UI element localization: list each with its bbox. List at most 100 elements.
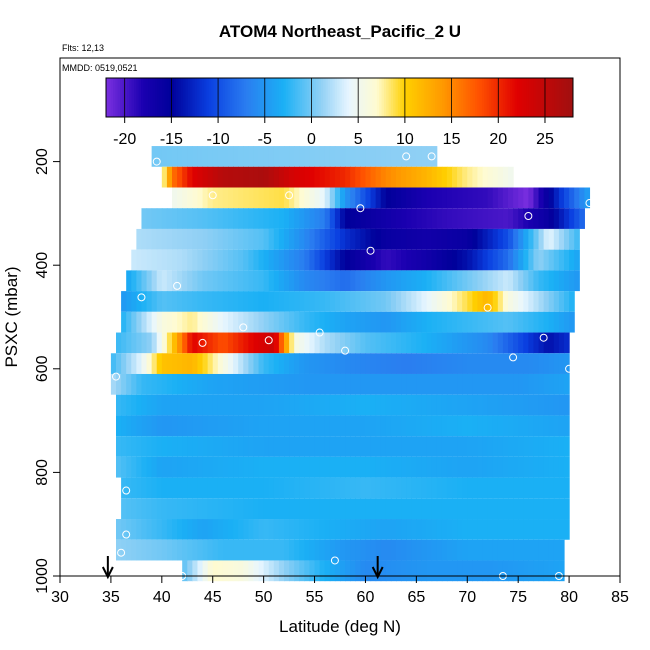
heatmap-cell	[543, 353, 550, 374]
colorbar-swatch	[547, 78, 551, 117]
heatmap-cell	[314, 187, 321, 209]
colorbar-swatch	[117, 78, 121, 117]
heatmap-cell	[477, 560, 484, 582]
heatmap-cells	[110, 146, 591, 582]
heatmap-cell	[299, 166, 305, 188]
heatmap-cell	[421, 436, 428, 457]
colorbar-swatch	[372, 78, 376, 117]
heatmap-cell	[334, 270, 341, 292]
heatmap-cell	[243, 166, 249, 188]
heatmap-cell	[385, 498, 392, 520]
heatmap-cell	[477, 291, 484, 312]
heatmap-cell	[462, 560, 468, 582]
heatmap-cell	[431, 270, 438, 292]
heatmap-cell	[192, 353, 199, 374]
heatmap-cell	[385, 146, 392, 167]
heatmap-cell	[528, 519, 535, 540]
heatmap-cell	[385, 394, 392, 416]
heatmap-cell	[518, 436, 524, 457]
heatmap-cell	[350, 311, 356, 333]
heatmap-cell	[518, 291, 524, 312]
data-marker	[264, 336, 273, 345]
heatmap-cell	[217, 539, 224, 561]
heatmap-cell	[462, 208, 468, 229]
heatmap-cell	[508, 539, 514, 561]
colorbar-swatch	[150, 78, 154, 117]
heatmap-cell	[289, 353, 295, 374]
heatmap-cell	[197, 456, 204, 478]
heatmap-cell	[518, 394, 524, 416]
heatmap-cell	[192, 436, 199, 457]
heatmap-cell	[340, 166, 346, 188]
heatmap-cell	[426, 456, 433, 478]
heatmap-cell	[212, 353, 219, 374]
heatmap-cell	[548, 270, 555, 292]
heatmap-cell	[380, 498, 387, 520]
heatmap-cell	[172, 249, 178, 271]
colorbar-tick-label: -15	[160, 131, 183, 148]
heatmap-cell	[426, 498, 433, 520]
heatmap-cell	[396, 249, 402, 271]
colorbar-swatch	[299, 78, 303, 117]
heatmap-cell	[182, 415, 188, 437]
heatmap-cell	[319, 187, 326, 209]
heatmap-cell	[182, 332, 188, 354]
heatmap-cell	[421, 311, 428, 333]
heatmap-cell	[345, 208, 351, 229]
heatmap-cell	[513, 187, 519, 209]
heatmap-cell	[314, 332, 321, 354]
heatmap-cell	[166, 291, 173, 312]
heatmap-cell	[548, 311, 555, 333]
heatmap-cell	[187, 436, 193, 457]
heatmap-cell	[401, 249, 407, 271]
heatmap-cell	[462, 166, 468, 188]
heatmap-cell	[126, 291, 132, 312]
heatmap-cell	[248, 436, 255, 457]
data-marker	[239, 323, 248, 332]
colorbar-swatch	[129, 78, 133, 117]
colorbar-swatch	[432, 78, 436, 117]
heatmap-cell	[564, 208, 570, 229]
heatmap-cell	[278, 519, 285, 540]
heatmap-cell	[202, 415, 209, 437]
heatmap-cell	[365, 270, 372, 292]
heatmap-cell	[268, 436, 275, 457]
heatmap-cell	[309, 146, 316, 167]
colorbar-swatch	[302, 78, 305, 117]
heatmap-cell	[222, 539, 229, 561]
heatmap-cell	[441, 187, 448, 209]
heatmap-cell	[421, 228, 428, 250]
heatmap-cell	[380, 456, 387, 478]
heatmap-cell	[482, 373, 489, 395]
heatmap-cell	[238, 353, 244, 374]
heatmap-cell	[375, 415, 382, 437]
heatmap-cell	[457, 394, 463, 416]
heatmap-cell	[416, 166, 423, 188]
heatmap-cell	[350, 373, 356, 395]
heatmap-cell	[177, 436, 183, 457]
heatmap-cell	[564, 436, 570, 457]
data-marker	[208, 191, 217, 200]
heatmap-cell	[416, 270, 423, 292]
heatmap-cell	[462, 291, 468, 312]
heatmap-cell	[416, 436, 423, 457]
heatmap-cell	[497, 332, 504, 354]
heatmap-cell	[202, 394, 209, 416]
heatmap-cell	[207, 353, 214, 374]
heatmap-cell	[513, 560, 519, 582]
heatmap-cell	[441, 539, 448, 561]
heatmap-cell	[202, 519, 209, 540]
heatmap-cell	[411, 187, 417, 209]
heatmap-cell	[508, 187, 514, 209]
heatmap-cell	[161, 208, 168, 229]
heatmap-cell	[238, 146, 244, 167]
heatmap-cell	[508, 311, 514, 333]
heatmap-cell	[228, 519, 234, 540]
heatmap-cell	[390, 249, 397, 271]
heatmap-cell	[345, 456, 351, 478]
colorbar-swatch	[257, 78, 261, 117]
heatmap-cell	[172, 146, 178, 167]
heatmap-cell	[166, 498, 173, 520]
heatmap-cell	[289, 166, 295, 188]
heatmap-cell	[502, 353, 509, 374]
